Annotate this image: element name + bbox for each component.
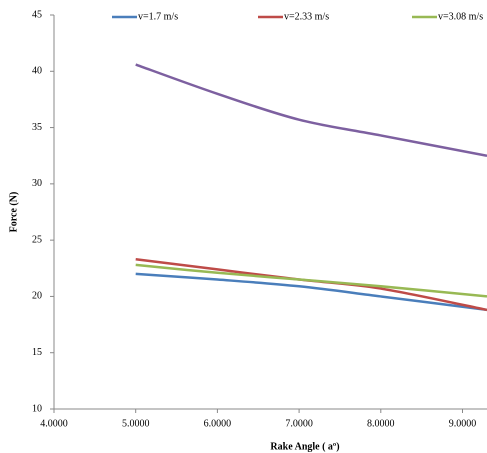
y-tick-label: 35: [32, 122, 42, 133]
series-line: [135, 263, 487, 298]
y-axis-title: Force (N): [8, 192, 19, 233]
legend-label: v=1.7 m/s: [138, 11, 178, 22]
y-tick-label: 30: [32, 178, 42, 189]
x-tick-label: 4.0000: [40, 418, 68, 429]
x-tick-label: 8.0000: [367, 418, 395, 429]
legend-label: v=3.08 m/s: [438, 11, 483, 22]
y-tick-label: 25: [32, 234, 42, 245]
x-tick-label: 9.0000: [449, 418, 477, 429]
y-tick-label: 20: [32, 291, 42, 302]
x-tick-label: 6.0000: [204, 418, 232, 429]
x-tick-label: 7.0000: [285, 418, 313, 429]
y-tick-label: 40: [32, 66, 42, 77]
series-line: [135, 272, 487, 312]
legend-label: v=2.33 m/s: [284, 11, 329, 22]
x-axis-title: Rake Angle ( aº): [270, 441, 339, 452]
x-tick-label: 5.0000: [122, 418, 150, 429]
y-tick-label: 15: [32, 347, 42, 358]
y-tick-label: 10: [32, 403, 42, 414]
y-tick-label: 45: [32, 9, 42, 20]
series-line: [135, 63, 487, 157]
